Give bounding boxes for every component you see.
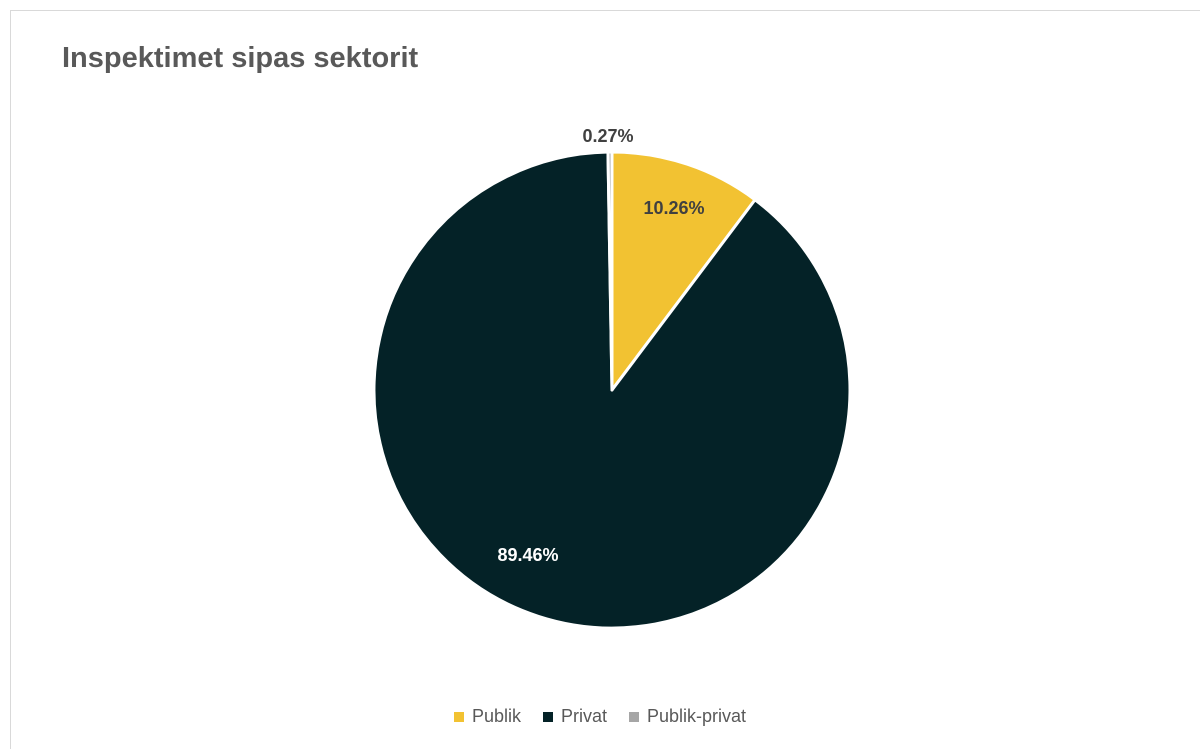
pie-slice-publik-privat: [606, 150, 614, 392]
legend: Publik Privat Publik-privat: [0, 706, 1200, 727]
data-label-privat: 89.46%: [497, 545, 558, 565]
legend-item-publik-privat: Publik-privat: [629, 706, 746, 727]
legend-swatch-privat: [542, 711, 553, 722]
data-label-publik-privat: 0.27%: [582, 126, 633, 146]
pie-data-labels: 10.26% 89.46% 0.27%: [497, 126, 704, 565]
data-label-publik: 10.26%: [643, 198, 704, 218]
legend-swatch-publik: [453, 711, 464, 722]
legend-label-privat: Privat: [560, 706, 607, 726]
legend-label-publik: Publik: [471, 706, 521, 726]
pie-slices: [372, 150, 852, 630]
legend-item-publik: Publik: [453, 706, 521, 727]
legend-item-privat: Privat: [542, 706, 607, 727]
legend-swatch-publik-privat: [629, 711, 639, 722]
chart-title: Inspektimet sipas sektorit: [62, 42, 419, 74]
legend-label-publik-privat: Publik-privat: [647, 706, 747, 726]
pie-slice-publik: [610, 150, 757, 392]
